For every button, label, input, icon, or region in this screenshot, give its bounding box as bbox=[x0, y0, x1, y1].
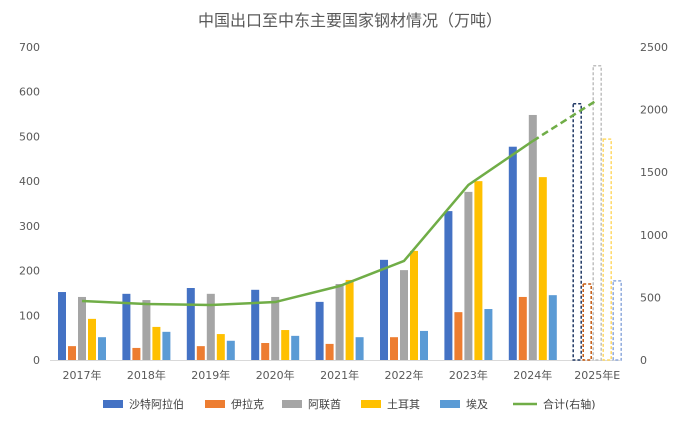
bar bbox=[592, 65, 602, 361]
legend-swatch bbox=[361, 400, 381, 408]
bar bbox=[538, 177, 547, 360]
legend-swatch bbox=[205, 400, 225, 408]
y2-tick-label: 2000 bbox=[640, 104, 668, 117]
x-tick-label: 2024年 bbox=[513, 368, 552, 382]
bar bbox=[98, 337, 106, 360]
bar bbox=[152, 326, 161, 360]
y2-tick-label: 1000 bbox=[640, 229, 668, 242]
total-line-estimate bbox=[532, 98, 598, 143]
bar bbox=[226, 340, 235, 360]
left-axis: 0 100 200 300 400 500 600 700 bbox=[19, 41, 40, 367]
bar bbox=[88, 318, 96, 360]
bar bbox=[58, 292, 66, 360]
legend-label: 合计(右轴) bbox=[543, 397, 596, 411]
bar bbox=[474, 181, 483, 360]
bar bbox=[206, 293, 215, 360]
legend-label: 埃及 bbox=[466, 397, 488, 411]
bar bbox=[251, 289, 260, 360]
legend-label: 伊拉克 bbox=[231, 397, 264, 411]
bar bbox=[518, 296, 527, 360]
bar bbox=[508, 146, 517, 360]
bar bbox=[582, 283, 592, 361]
bar bbox=[216, 334, 225, 360]
bars bbox=[58, 65, 622, 361]
bar bbox=[325, 343, 334, 360]
bar bbox=[454, 312, 463, 360]
total-line-actual bbox=[81, 139, 534, 307]
right-axis: 0 500 1000 1500 2000 2500 bbox=[640, 41, 668, 367]
x-tick-label: 2025年E bbox=[574, 368, 620, 382]
bar bbox=[345, 279, 354, 360]
y-tick-label: 300 bbox=[19, 220, 40, 233]
bar bbox=[612, 280, 622, 361]
y-tick-label: 500 bbox=[19, 130, 40, 143]
bar bbox=[271, 296, 280, 360]
legend-swatch bbox=[282, 400, 302, 408]
bar bbox=[400, 270, 408, 360]
bar bbox=[291, 335, 300, 360]
bar bbox=[122, 293, 131, 360]
y-tick-label: 400 bbox=[19, 175, 40, 188]
x-tick-label: 2017年 bbox=[63, 368, 102, 382]
bar bbox=[355, 337, 364, 360]
bar bbox=[464, 191, 473, 360]
y2-tick-label: 500 bbox=[640, 291, 661, 304]
legend-label: 土耳其 bbox=[387, 398, 420, 411]
bar bbox=[444, 211, 453, 360]
legend-label: 阿联酋 bbox=[308, 397, 341, 411]
bar bbox=[186, 288, 195, 360]
legend-swatch bbox=[103, 400, 123, 408]
x-tick-label: 2023年 bbox=[449, 368, 488, 382]
x-tick-label: 2019年 bbox=[191, 368, 230, 382]
x-axis: 2017年 2018年 2019年 2020年 2021年 2022年 2023年 2024年… bbox=[63, 368, 621, 382]
chart-title: 中国出口至中东主要国家钢材情况（万吨） bbox=[198, 11, 502, 30]
bar bbox=[261, 343, 270, 360]
y2-tick-label: 1500 bbox=[640, 166, 668, 179]
legend-label: 沙特阿拉伯 bbox=[129, 397, 184, 411]
bar bbox=[68, 346, 76, 360]
x-tick-label: 2020年 bbox=[256, 368, 295, 382]
y-tick-label: 0 bbox=[33, 354, 40, 367]
total-line bbox=[81, 98, 598, 307]
legend: 沙特阿拉伯 伊拉克 阿联酋 土耳其 埃及 合计(右轴) bbox=[103, 397, 596, 411]
bar bbox=[315, 301, 324, 360]
bar bbox=[410, 250, 418, 360]
bar bbox=[484, 309, 493, 360]
y2-tick-label: 0 bbox=[640, 354, 647, 367]
bar bbox=[548, 295, 557, 360]
bar bbox=[162, 331, 171, 360]
x-tick-label: 2018年 bbox=[127, 368, 166, 382]
legend-swatch bbox=[440, 400, 460, 408]
bar bbox=[528, 114, 537, 360]
bar bbox=[572, 103, 582, 361]
bar bbox=[602, 138, 612, 361]
bar bbox=[142, 300, 151, 360]
bar bbox=[390, 337, 398, 360]
bar bbox=[380, 259, 388, 360]
y-tick-label: 200 bbox=[19, 265, 40, 278]
y2-tick-label: 2500 bbox=[640, 41, 668, 54]
y-tick-label: 700 bbox=[19, 41, 40, 54]
x-tick-label: 2022年 bbox=[385, 368, 424, 382]
bar bbox=[335, 283, 344, 360]
bar bbox=[196, 346, 205, 360]
y-tick-label: 100 bbox=[19, 309, 40, 322]
bar bbox=[281, 330, 290, 360]
x-tick-label: 2021年 bbox=[320, 368, 359, 382]
bar bbox=[420, 330, 428, 360]
bar bbox=[132, 347, 141, 360]
bar bbox=[78, 296, 86, 360]
y-tick-label: 600 bbox=[19, 86, 40, 99]
